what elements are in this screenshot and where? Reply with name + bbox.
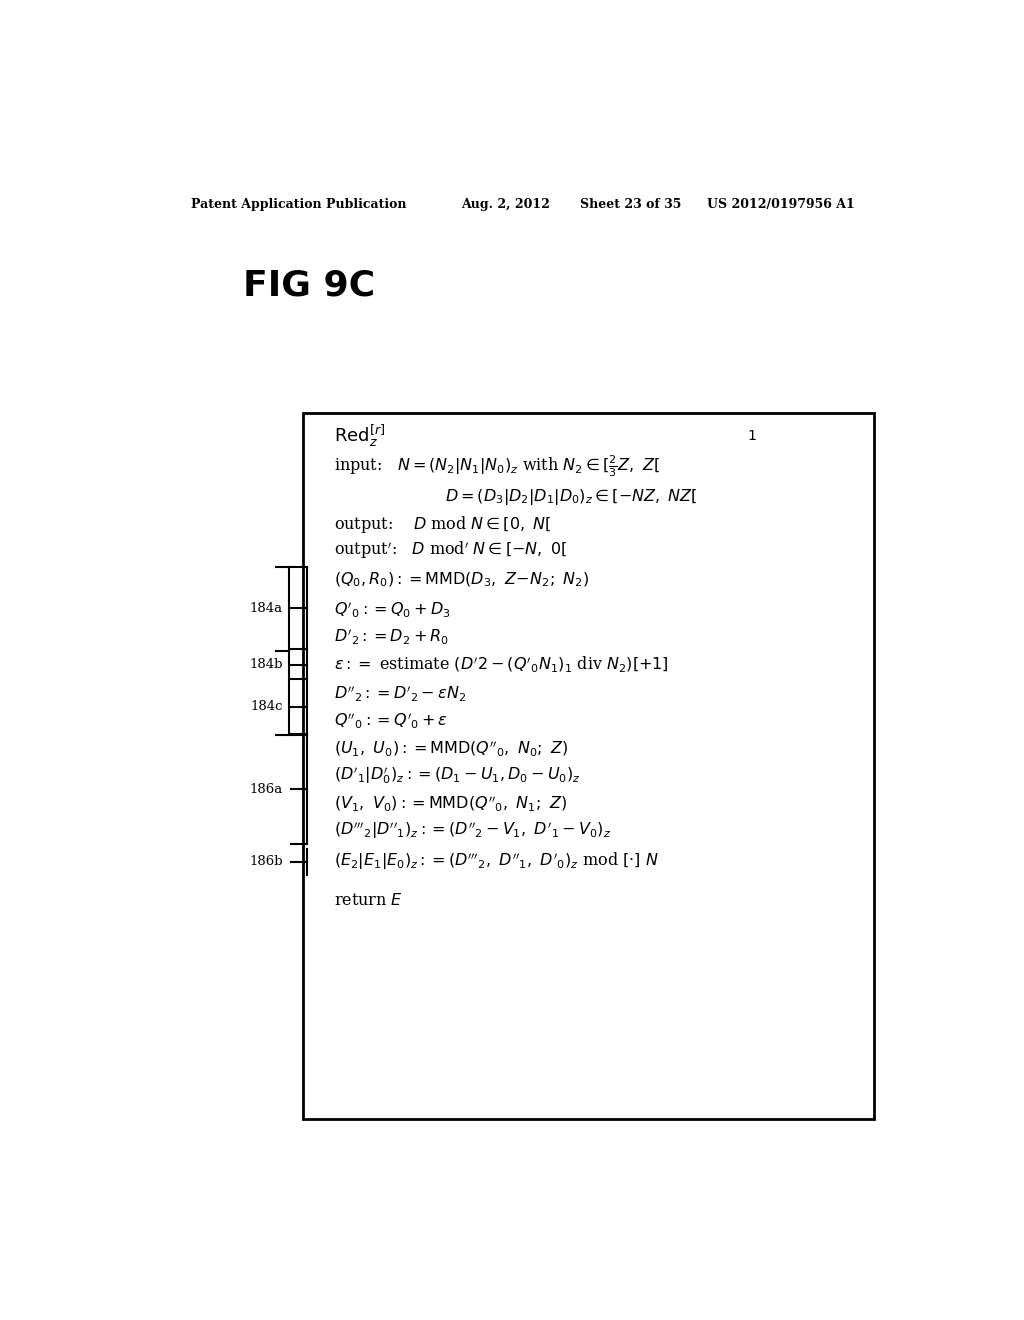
Text: output$'$:   $D$ mod$'$ $N \in [-N,\ 0[$: output$'$: $D$ mod$'$ $N \in [-N,\ 0[$: [334, 540, 567, 561]
Text: $D'_2 := D_2 + R_0$: $D'_2 := D_2 + R_0$: [334, 626, 450, 645]
Text: Aug. 2, 2012: Aug. 2, 2012: [461, 198, 550, 211]
Text: $(D'''_2|D''_1)_z := (D''_2 - V_1,\ D'_1 - V_0)_z$: $(D'''_2|D''_1)_z := (D''_2 - V_1,\ D'_1…: [334, 820, 611, 841]
FancyBboxPatch shape: [303, 412, 873, 1119]
Text: input:   $N = (N_2|N_1|N_0)_z$ with $N_2 \in [\frac{2}{3}Z,\ Z[$: input: $N = (N_2|N_1|N_0)_z$ with $N_2 \…: [334, 454, 660, 479]
Text: $(V_1,\ V_0) := \mathrm{MMD}(Q''_0,\ N_1;\ Z)$: $(V_1,\ V_0) := \mathrm{MMD}(Q''_0,\ N_1…: [334, 793, 567, 813]
Text: $1$: $1$: [748, 429, 757, 444]
Text: 186b: 186b: [249, 855, 283, 869]
Text: $(Q_0,R_0) := \mathrm{MMD}(D_3,\ Z\!-\!N_2;\ N_2)$: $(Q_0,R_0) := \mathrm{MMD}(D_3,\ Z\!-\!N…: [334, 572, 590, 590]
Text: FIG 9C: FIG 9C: [243, 268, 375, 302]
Text: $(D'_1|D_0')_z := (D_1 - U_1, D_0 - U_0)_z$: $(D'_1|D_0')_z := (D_1 - U_1, D_0 - U_0)…: [334, 764, 582, 787]
Text: 186a: 186a: [250, 783, 283, 796]
Text: $D''_2 := D'_2 - \varepsilon N_2$: $D''_2 := D'_2 - \varepsilon N_2$: [334, 682, 466, 704]
Text: output:    $D$ mod $N \in [0,\ N[$: output: $D$ mod $N \in [0,\ N[$: [334, 513, 552, 535]
Text: $\varepsilon :=$ estimate $(D'2-(Q'_0N_1)_1$ div $N_2)[+1]$: $\varepsilon :=$ estimate $(D'2-(Q'_0N_1…: [334, 655, 669, 675]
Text: 184b: 184b: [249, 659, 283, 671]
Text: Sheet 23 of 35: Sheet 23 of 35: [581, 198, 682, 211]
Text: $(U_1,\ U_0) := \mathrm{MMD}(Q''_0,\ N_0;\ Z)$: $(U_1,\ U_0) := \mathrm{MMD}(Q''_0,\ N_0…: [334, 738, 568, 758]
Text: $Q''_0 := Q'_0 + \varepsilon$: $Q''_0 := Q'_0 + \varepsilon$: [334, 710, 449, 730]
Text: $Q'_0 := Q_0 + D_3$: $Q'_0 := Q_0 + D_3$: [334, 599, 451, 619]
Text: 184a: 184a: [250, 602, 283, 615]
Text: 184c: 184c: [250, 700, 283, 713]
Text: $\mathrm{Red}_z^{[r]}$: $\mathrm{Red}_z^{[r]}$: [334, 422, 386, 449]
Text: Patent Application Publication: Patent Application Publication: [191, 198, 407, 211]
Text: $D = (D_3|D_2|D_1|D_0)_z \in [-NZ,\ NZ[$: $D = (D_3|D_2|D_1|D_0)_z \in [-NZ,\ NZ[$: [445, 487, 698, 507]
Text: $(E_2|E_1|E_0)_z := (D'''_2,\ D''_1,\ D'_0)_z$ mod $[\cdot]\ N$: $(E_2|E_1|E_0)_z := (D'''_2,\ D''_1,\ D'…: [334, 851, 659, 873]
Text: return $E$: return $E$: [334, 892, 403, 909]
Text: US 2012/0197956 A1: US 2012/0197956 A1: [708, 198, 855, 211]
